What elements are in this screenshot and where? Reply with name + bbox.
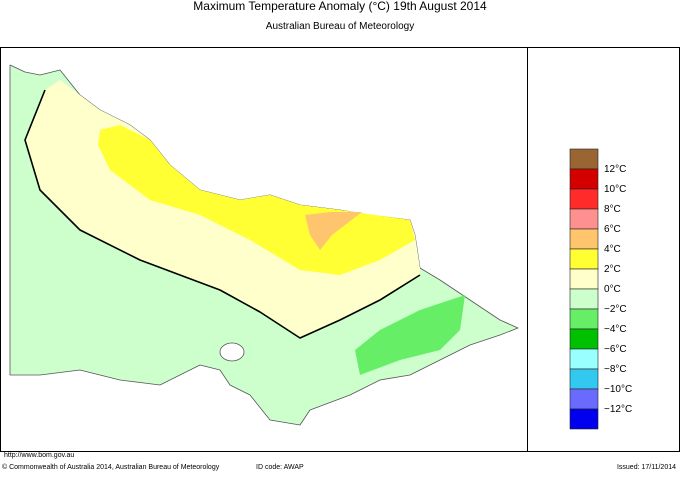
legend-swatch [569, 388, 599, 410]
legend-label: 10°C [604, 184, 626, 195]
legend: 12°C 10°C 8°C 6°C 4°C 2°C 0°C −2°C −4°C −6°C −8°C −… [569, 148, 632, 430]
legend-swatch [569, 268, 599, 290]
issued: Issued: 17/11/2014 [617, 464, 676, 471]
legend-label: −8°C [604, 364, 627, 375]
legend-label: 6°C [604, 224, 621, 235]
legend-label: 2°C [604, 264, 621, 275]
legend-swatch [569, 168, 599, 190]
region-4-6 [305, 212, 362, 250]
legend-swatch [569, 288, 599, 310]
legend-label: 0°C [604, 284, 621, 295]
legend-label: −10°C [604, 384, 632, 395]
url: http://www.bom.gov.au [4, 452, 74, 459]
legend-swatch [569, 208, 599, 230]
legend-swatch [569, 408, 599, 430]
legend-swatch [569, 308, 599, 330]
legend-swatch [569, 148, 599, 170]
copyright: © Commonwealth of Australia 2014, Austra… [2, 463, 220, 471]
id-code: ID code: AWAP [256, 464, 304, 471]
zero-contour [24, 89, 421, 339]
legend-swatch [569, 248, 599, 270]
legend-label: −2°C [604, 304, 627, 315]
legend-label: −4°C [604, 324, 627, 335]
legend-label: 4°C [604, 244, 621, 255]
legend-label: 12°C [604, 164, 626, 175]
legend-swatch [569, 228, 599, 250]
legend-swatch [569, 368, 599, 390]
port-phillip-bay [219, 342, 245, 362]
region-minus2-minus4 [355, 295, 465, 375]
subtitle: Australian Bureau of Meteorology [266, 21, 414, 32]
map [9, 64, 519, 426]
legend-swatch [569, 348, 599, 370]
legend-label: 8°C [604, 204, 621, 215]
legend-swatch [569, 188, 599, 210]
region-2-4 [98, 125, 415, 275]
title: Maximum Temperature Anomaly (°C) 19th Au… [193, 0, 487, 13]
legend-label: −6°C [604, 344, 627, 355]
legend-swatch [569, 328, 599, 350]
legend-label: −12°C [604, 404, 632, 415]
